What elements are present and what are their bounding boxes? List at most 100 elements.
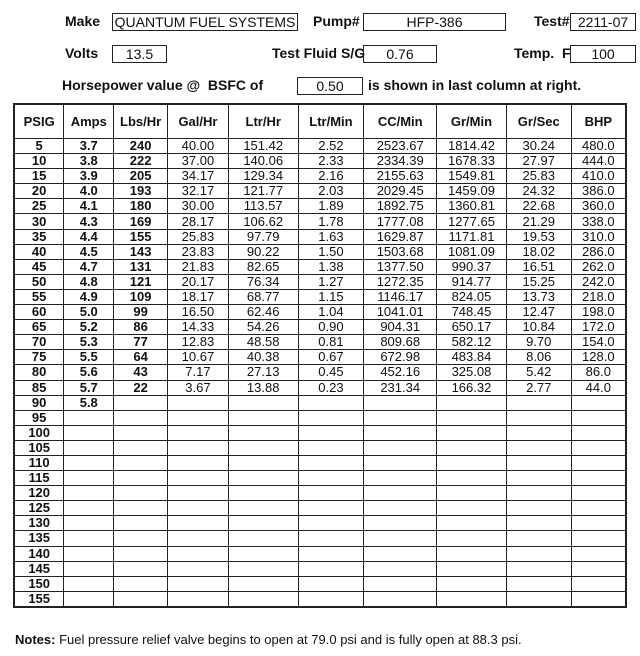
table-cell [63,560,115,577]
table-cell: 80 [13,364,65,381]
table-cell [113,394,169,411]
table-cell: 106.62 [227,213,299,230]
table-cell: 12.47 [505,304,572,321]
table-cell [113,575,169,592]
table-cell [227,424,299,441]
table-cell: 37.00 [167,153,229,170]
table-cell: 109 [113,288,169,306]
table-cell: 2523.67 [363,137,438,155]
table-cell: 483.84 [436,349,507,366]
table-cell [505,470,572,487]
table-cell [363,515,438,532]
table-cell: 914.77 [436,273,507,290]
table-row: 65 5.2 86 14.33 54.26 0.90 904.31 650.17 10.84 17… [13,319,627,336]
table-cell: 180 [113,198,169,215]
table-row: 140 [13,545,627,562]
table-cell: 9.70 [505,334,572,351]
volts-field: 13.5 [112,45,167,63]
table-cell [227,575,299,592]
table-cell [227,409,299,426]
table-cell: 100 [13,424,65,441]
table-cell [505,545,572,562]
notes: Notes: Fuel pressure relief valve begins… [15,632,522,647]
table-cell: 121.77 [227,183,299,200]
table-cell [436,530,507,547]
table-cell: 25 [13,198,65,215]
test-field: 2211-07 [570,13,636,31]
table-cell: 0.67 [297,349,365,366]
table-cell: 1.38 [297,258,365,275]
table-cell: 5.2 [63,319,115,336]
table-cell: 904.31 [363,319,438,336]
table-cell [113,485,169,502]
table-cell: 5.6 [63,364,115,381]
table-cell [63,590,115,608]
table-cell: 1.04 [297,304,365,321]
table-row: 80 5.6 43 7.17 27.13 0.45 452.16 325.08 5.42 86.0 [13,364,627,381]
table-cell: 0.90 [297,319,365,336]
table-cell [505,424,572,441]
table-cell: 27.97 [505,153,572,170]
table-cell: 97.79 [227,228,299,245]
table-cell: 3.8 [63,153,115,170]
table-row: 90 5.8 [13,394,627,411]
table-cell: 20.17 [167,273,229,290]
pump-field: HFP-386 [363,13,506,31]
table-cell: 13.73 [505,288,572,306]
table-cell: 1503.68 [363,243,438,260]
table-cell [505,560,572,577]
table-cell: 86.0 [570,364,627,381]
table-cell: 30 [13,213,65,230]
table-cell: 2.33 [297,153,365,170]
table-cell: 748.45 [436,304,507,321]
table-cell [63,515,115,532]
table-cell [113,439,169,456]
table-cell: 310.0 [570,228,627,245]
table-cell: 2.52 [297,137,365,155]
table-cell: 18.02 [505,243,572,260]
table-cell [436,409,507,426]
table-cell: 10.84 [505,319,572,336]
table-cell: 1.63 [297,228,365,245]
column-header: Gal/Hr [167,103,229,139]
table-cell: 218.0 [570,288,627,306]
table-cell: 1.50 [297,243,365,260]
table-cell: 5.0 [63,304,115,321]
table-cell [297,530,365,547]
table-cell: 2.77 [505,379,572,396]
table-cell: 360.0 [570,198,627,215]
table-cell [227,454,299,472]
table-cell: 22 [113,379,169,396]
table-cell [297,454,365,472]
table-cell: 5.5 [63,349,115,366]
table-cell: 24.32 [505,183,572,200]
table-cell [227,590,299,608]
table-cell: 16.50 [167,304,229,321]
table-cell [570,530,627,547]
notes-text: Fuel pressure relief valve begins to ope… [59,632,522,647]
table-cell: 1272.35 [363,273,438,290]
table-cell: 90 [13,394,65,411]
table-cell: 82.65 [227,258,299,275]
table-cell: 0.23 [297,379,365,396]
temp-field: 100 [570,45,636,63]
table-cell [570,454,627,472]
table-cell [167,409,229,426]
table-cell [63,500,115,517]
table-cell [436,424,507,441]
table-cell [167,530,229,547]
table-cell [167,500,229,517]
table-cell: 70 [13,334,65,351]
table-cell: 2.03 [297,183,365,200]
table-cell: 23.83 [167,243,229,260]
column-header: Ltr/Hr [227,103,299,139]
table-cell [436,590,507,608]
table-row: 20 4.0 193 32.17 121.77 2.03 2029.45 1459.09 24.… [13,183,627,200]
hp-prefix: Horsepower value @ BSFC of [62,77,264,93]
table-cell [113,545,169,562]
table-cell: 824.05 [436,288,507,306]
table-cell: 19.53 [505,228,572,245]
column-header: CC/Min [363,103,438,139]
table-cell: 809.68 [363,334,438,351]
table-cell: 48.58 [227,334,299,351]
